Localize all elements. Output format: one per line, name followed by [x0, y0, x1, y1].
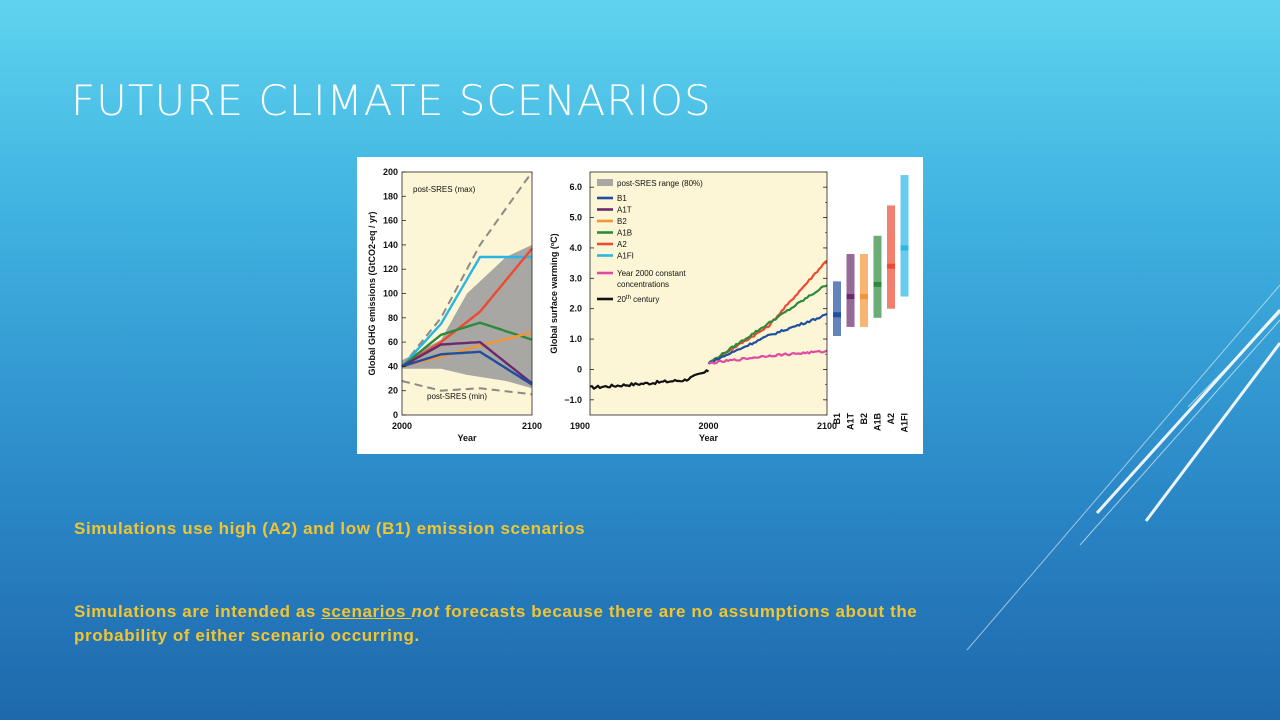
- legend-label-a1b: A1B: [617, 229, 632, 238]
- emissions-y-tick-label: 60: [388, 337, 398, 347]
- warming-y-axis-label: Global surface warming (ºC): [549, 233, 559, 353]
- emissions-y-tick-label: 40: [388, 361, 398, 371]
- warming-x-tick-label: 2000: [698, 421, 718, 431]
- bullet-scenarios-not-forecasts: Simulations are intended as scenarios no…: [74, 600, 944, 648]
- emissions-x-axis-label: Year: [457, 433, 477, 443]
- range-best-a1b: [873, 281, 882, 287]
- warming-y-tick-label: 1.0: [569, 334, 582, 344]
- range-bar-a1fi: [900, 175, 909, 297]
- legend-label-20th-century: 20th century: [617, 295, 659, 304]
- range-best-b1: [833, 312, 841, 318]
- range-label-b1: B1: [832, 413, 842, 425]
- range-bar-a1t: [846, 254, 855, 327]
- emissions-x-tick-label: 2100: [522, 421, 542, 431]
- emissions-series-b1: [401, 350, 533, 386]
- legend-label-b2: B2: [617, 217, 627, 226]
- warming-y-tick-label: 6.0: [569, 182, 582, 192]
- emissions-x-tick-label: 2000: [392, 421, 412, 431]
- range-bar-b1: [833, 281, 841, 337]
- range-bar-a1b: [873, 235, 882, 318]
- emissions-series-a1t: [401, 340, 533, 385]
- legend-swatch-range: [597, 179, 613, 186]
- emissions-y-tick-label: 120: [383, 264, 398, 274]
- range-bar-a2: [887, 205, 895, 309]
- deco-line: [1187, 312, 1280, 408]
- bullet2-underlined-word: scenarios: [321, 602, 412, 621]
- warming-y-tick-label: 5.0: [569, 213, 582, 223]
- warming-x-axis-label: Year: [699, 433, 719, 443]
- warming-plot-area: [590, 172, 827, 415]
- warming-y-tick-label: 4.0: [569, 243, 582, 253]
- legend-label-range: post-SRES range (80%): [617, 179, 703, 188]
- range-label-a2: A2: [886, 413, 896, 425]
- emissions-y-tick-label: 0: [393, 410, 398, 420]
- warming-x-tick-label: 2100: [817, 421, 837, 431]
- range-best-b2: [860, 294, 868, 300]
- warming-y-tick-label: 0: [577, 364, 582, 374]
- warming-y-tick-label: 3.0: [569, 273, 582, 283]
- range-best-a1fi: [900, 245, 909, 251]
- warming-y-tick-label: 2.0: [569, 304, 582, 314]
- emissions-range-band: [402, 244, 532, 389]
- legend-label-a1fi: A1FI: [617, 252, 634, 261]
- range-bar-b2: [860, 254, 868, 327]
- deco-line: [1144, 342, 1280, 522]
- range-label-a1t: A1T: [846, 413, 856, 431]
- range-label-a1b: A1B: [873, 413, 883, 432]
- emissions-annotation-min: post-SRES (min): [427, 392, 487, 401]
- emissions-y-tick-label: 180: [383, 191, 398, 201]
- deco-line: [1079, 319, 1280, 546]
- warming-x-tick-label: 1900: [570, 421, 590, 431]
- emissions-y-tick-label: 20: [388, 386, 398, 396]
- range-label-b2: B2: [859, 413, 869, 425]
- legend-label-b1: B1: [617, 194, 627, 203]
- emissions-series-post-sres-min-: [401, 380, 533, 396]
- range-best-a1t: [846, 294, 855, 300]
- warming-series-20th-century: [589, 369, 710, 390]
- emissions-y-tick-label: 80: [388, 313, 398, 323]
- emissions-y-tick-label: 100: [383, 289, 398, 299]
- legend-label-a1t: A1T: [617, 206, 632, 215]
- warming-series-b1: [707, 312, 828, 365]
- emissions-series-b2: [401, 331, 533, 368]
- warming-series-year-2000-constant-concentrations: [708, 349, 828, 365]
- warming-series-a1b: [707, 284, 828, 365]
- legend-label-constant-2: concentrations: [617, 280, 669, 289]
- climate-figure-svg: 0 20 40 60 80 100 120 140 160 180 200 2000 2100 Year G…: [367, 167, 910, 443]
- bullet2-text-start: Simulations are intended as: [74, 602, 322, 621]
- emissions-series-a1b: [401, 321, 533, 368]
- legend-label-constant-1: Year 2000 constant: [617, 269, 686, 278]
- bullet2-italic-word: not: [411, 602, 440, 621]
- emissions-y-tick-label: 200: [383, 167, 398, 177]
- emissions-series-post-sres-max-: [401, 171, 533, 368]
- range-label-a1fi: A1FI: [900, 413, 910, 433]
- bullet2-text-end: forecasts because there are no assumptio…: [74, 602, 918, 645]
- emissions-series-a1fi: [401, 255, 532, 368]
- climate-figure: 0 20 40 60 80 100 120 140 160 180 200 2000 2100 Year G…: [357, 157, 923, 454]
- deco-line: [966, 284, 1280, 651]
- bullet-emission-scenarios: Simulations use high (A2) and low (B1) e…: [74, 519, 586, 538]
- emissions-annotation-max: post-SRES (max): [413, 185, 476, 194]
- warming-y-tick-label: −1.0: [564, 395, 582, 405]
- legend-label-a2: A2: [617, 240, 627, 249]
- emissions-y-tick-label: 160: [383, 216, 398, 226]
- emissions-y-axis-label: Global GHG emissions (GtCO2-eq / yr): [367, 211, 377, 375]
- range-best-a2: [887, 263, 895, 269]
- emissions-y-tick-label: 140: [383, 240, 398, 250]
- slide-title: FUTURE CLIMATE SCENARIOS: [71, 76, 712, 125]
